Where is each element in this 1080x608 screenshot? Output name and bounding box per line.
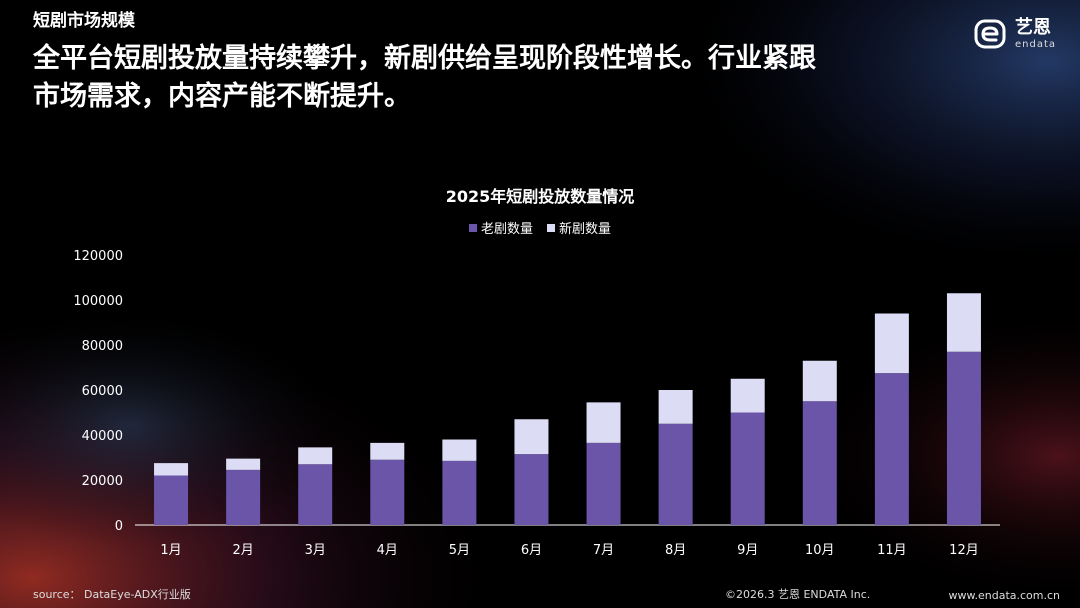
x-tick-label-1: 1月: [160, 543, 181, 558]
chart-title: 2025年短剧投放数量情况: [445, 187, 635, 206]
footer-url: www.endata.com.cn: [948, 589, 1061, 602]
headline-line-1: 全平台短剧投放量持续攀升，新剧供给呈现阶段性增长。行业紧跟: [33, 43, 816, 74]
y-tick-label-1: 20000: [82, 474, 123, 489]
x-tick-label-3: 3月: [305, 543, 326, 558]
section-label: 短剧市场规模: [33, 11, 135, 31]
x-tick-label-7: 7月: [593, 543, 614, 558]
legend-label-old: 老剧数量: [480, 222, 533, 237]
bar-new-10: [802, 360, 837, 402]
x-tick-label-8: 8月: [665, 543, 686, 558]
y-tick-label-4: 80000: [82, 339, 123, 354]
bar-new-11: [874, 313, 909, 374]
headline: 全平台短剧投放量持续攀升，新剧供给呈现阶段性增长。行业紧跟 市场需求，内容产能不…: [33, 40, 963, 116]
bar-new-3: [298, 447, 333, 465]
endata-logo-icon: [974, 19, 1006, 49]
bar-old-8: [658, 423, 693, 525]
x-tick-label-12: 12月: [949, 543, 979, 558]
brand-name-en: endata: [1014, 38, 1056, 50]
y-tick-label-2: 40000: [82, 429, 123, 444]
bar-old-1: [154, 475, 189, 525]
bar-old-6: [514, 454, 549, 525]
legend-item-old: 老剧数量: [468, 218, 533, 237]
y-tick-label-3: 60000: [82, 384, 123, 399]
y-tick-label-6: 120000: [73, 249, 123, 264]
bar-new-7: [586, 402, 621, 443]
bar-old-5: [442, 460, 477, 525]
bar-new-12: [946, 293, 981, 352]
legend-swatch-new: [547, 223, 555, 232]
bar-old-3: [298, 464, 333, 525]
bar-old-11: [874, 373, 909, 525]
bar-new-6: [514, 419, 549, 455]
legend-swatch-old: [468, 223, 477, 232]
footer-copyright: ©2026.3 艺恩 ENDATA Inc.: [725, 588, 871, 601]
x-tick-label-4: 4月: [377, 543, 398, 558]
bar-new-9: [730, 378, 765, 413]
bar-old-9: [730, 412, 765, 525]
headline-line-2: 市场需求，内容产能不断提升。: [33, 81, 411, 112]
x-tick-label-6: 6月: [521, 543, 542, 558]
bar-old-10: [802, 401, 837, 525]
x-tick-label-10: 10月: [805, 543, 835, 558]
brand: 艺恩 endata: [973, 16, 1056, 52]
y-tick-label-0: 0: [115, 519, 123, 534]
x-tick-label-11: 11月: [877, 543, 907, 558]
x-tick-label-9: 9月: [737, 543, 758, 558]
bar-old-2: [226, 469, 261, 525]
bar-old-12: [946, 351, 981, 525]
bar-new-8: [658, 390, 693, 424]
bar-old-4: [370, 459, 405, 525]
bar-new-5: [442, 439, 477, 461]
bar-new-2: [226, 458, 261, 470]
chart-legend: 老剧数量 新剧数量: [0, 218, 1080, 237]
bar-old-7: [586, 442, 621, 525]
legend-label-new: 新剧数量: [559, 222, 612, 237]
legend-item-new: 新剧数量: [547, 218, 611, 237]
y-tick-label-5: 100000: [73, 294, 123, 309]
x-tick-label-5: 5月: [449, 543, 470, 558]
bar-new-1: [154, 463, 189, 476]
brand-name-cn: 艺恩: [1014, 16, 1051, 38]
bar-new-4: [370, 442, 405, 460]
footer-source: source： DataEye-ADX行业版: [33, 588, 191, 601]
x-tick-label-2: 2月: [232, 543, 253, 558]
